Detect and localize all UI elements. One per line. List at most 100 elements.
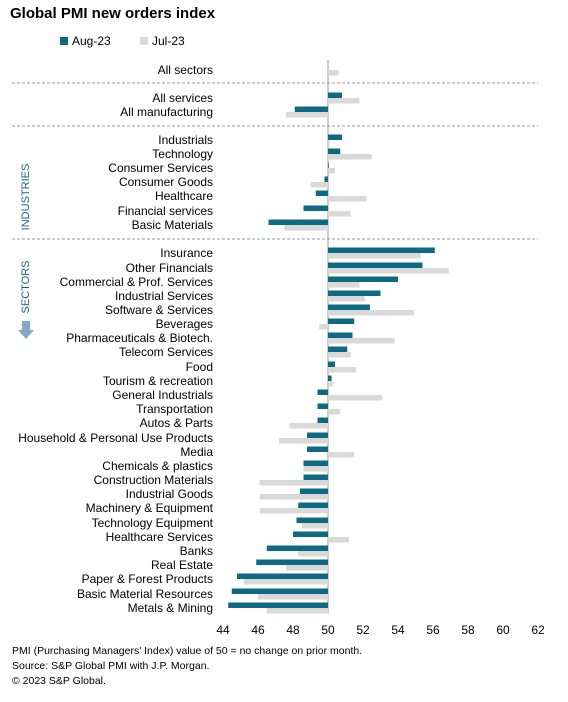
bar-aug-23: [328, 375, 332, 381]
category-label: Commercial & Prof. Services: [60, 275, 213, 289]
bar-jul-23: [328, 154, 372, 160]
bar-jul-23: [328, 452, 355, 458]
bar-jul-23: [328, 140, 330, 146]
x-tick-label: 48: [286, 623, 300, 637]
category-label: Industrials: [158, 133, 213, 147]
bar-jul-23: [266, 608, 328, 614]
bar-jul-23: [328, 395, 383, 401]
bar-jul-23: [328, 282, 360, 288]
bar-aug-23: [268, 219, 328, 225]
bar-jul-23: [328, 253, 421, 259]
legend-label-aug-23: Aug-23: [72, 34, 111, 48]
footer-source: Source: S&P Global PMI with J.P. Morgan.: [12, 660, 210, 672]
bar-jul-23: [259, 508, 328, 514]
category-label: Transportation: [136, 402, 213, 416]
bar-jul-23: [328, 310, 414, 316]
category-label: Insurance: [160, 246, 213, 260]
bar-aug-23: [315, 190, 328, 196]
category-label: General Industrials: [112, 388, 213, 402]
bar-aug-23: [324, 176, 328, 182]
bar-jul-23: [328, 70, 339, 76]
bar-aug-23: [328, 290, 381, 296]
bar-jul-23: [328, 352, 351, 358]
bar-jul-23: [244, 579, 328, 585]
bar-aug-23: [328, 162, 329, 168]
category-label: Household & Personal Use Products: [18, 431, 213, 445]
bar-aug-23: [328, 247, 435, 253]
bar-jul-23: [328, 98, 360, 104]
category-label: Basic Materials: [132, 218, 213, 232]
x-tick-label: 62: [531, 623, 545, 637]
arrow-down-icon: [18, 321, 34, 339]
category-label: Metals & Mining: [128, 601, 213, 615]
bar-aug-23: [307, 446, 328, 452]
bar-aug-23: [328, 304, 370, 310]
bar-aug-23: [328, 332, 353, 338]
category-label: Machinery & Equipment: [86, 501, 214, 515]
category-label: Other Financials: [126, 261, 213, 275]
bar-jul-23: [319, 324, 328, 330]
category-label: Banks: [180, 544, 213, 558]
bar-aug-23: [328, 134, 342, 140]
category-label: Financial services: [118, 204, 213, 218]
group-label-industries: INDUSTRIES: [20, 164, 32, 231]
bar-aug-23: [328, 92, 342, 98]
bar-jul-23: [286, 112, 328, 118]
category-label: All services: [152, 91, 213, 105]
bar-aug-23: [303, 205, 328, 211]
category-label: Healthcare Services: [106, 530, 213, 544]
x-tick-label: 44: [216, 623, 230, 637]
category-label: Beverages: [156, 317, 213, 331]
category-label: Food: [186, 360, 213, 374]
bar-aug-23: [293, 531, 328, 537]
bar-jul-23: [328, 211, 351, 217]
legend-label-jul-23: Jul-23: [152, 34, 185, 48]
bar-aug-23: [328, 148, 341, 154]
bar-jul-23: [328, 338, 395, 344]
bar-jul-23: [328, 537, 349, 543]
x-tick-label: 52: [356, 623, 370, 637]
bar-aug-23: [328, 262, 423, 268]
group-label-sectors: SECTORS: [20, 261, 32, 314]
bar-jul-23: [303, 466, 328, 472]
category-label: Software & Services: [105, 303, 213, 317]
bar-jul-23: [328, 268, 449, 274]
bar-jul-23: [301, 523, 328, 529]
category-label: Technology: [152, 147, 213, 161]
bar-jul-23: [328, 296, 365, 302]
bar-aug-23: [328, 346, 348, 352]
footer-note: PMI (Purchasing Managers' Index) value o…: [12, 645, 363, 657]
bar-aug-23: [266, 545, 328, 551]
bar-aug-23: [317, 389, 328, 395]
bar-aug-23: [328, 318, 355, 324]
bar-aug-23: [307, 432, 328, 438]
category-label: All manufacturing: [120, 105, 213, 119]
bar-jul-23: [310, 182, 328, 188]
footer-copyright: © 2023 S&P Global.: [12, 675, 106, 687]
category-label: Pharmaceuticals & Biotech.: [66, 331, 213, 345]
bar-aug-23: [328, 361, 335, 367]
legend-item-jul-23: Jul-23: [140, 34, 185, 48]
category-label: All sectors: [158, 63, 213, 77]
bar-jul-23: [286, 565, 328, 571]
bar-aug-23: [300, 488, 328, 494]
bar-aug-23: [328, 276, 398, 282]
category-label: Paper & Forest Products: [82, 572, 213, 586]
x-tick-label: 56: [426, 623, 440, 637]
category-label: Basic Material Resources: [77, 587, 213, 601]
x-tick-label: 54: [391, 623, 405, 637]
bar-aug-23: [317, 417, 328, 423]
category-label: Real Estate: [151, 558, 213, 572]
bar-aug-23: [298, 502, 328, 508]
category-label: Tourism & recreation: [103, 374, 213, 388]
category-label: Construction Materials: [94, 473, 213, 487]
x-tick-label: 50: [321, 623, 335, 637]
category-label: Technology Equipment: [92, 516, 214, 530]
bar-jul-23: [328, 381, 334, 387]
bar-aug-23: [303, 460, 328, 466]
bar-jul-23: [328, 409, 341, 415]
bar-jul-23: [279, 438, 328, 444]
category-label: Industrial Services: [115, 289, 213, 303]
bar-jul-23: [328, 367, 356, 373]
